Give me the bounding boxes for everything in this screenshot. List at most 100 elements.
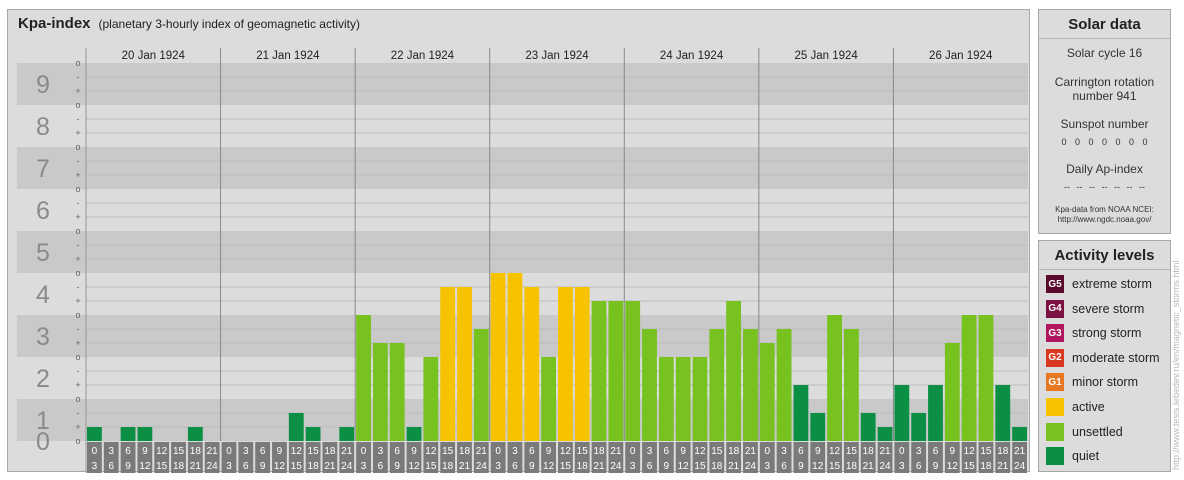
activity-level-label: severe storm <box>1072 301 1145 316</box>
hour-end-label: 18 <box>980 461 992 472</box>
hour-end-label: 3 <box>764 461 770 472</box>
hour-end-label: 6 <box>781 461 787 472</box>
hour-start-label: 12 <box>560 446 572 457</box>
hour-start-label: 0 <box>92 446 98 457</box>
kp-bar <box>473 328 489 441</box>
hour-end-label: 9 <box>798 461 804 472</box>
kp-bar <box>490 273 506 441</box>
activity-level-row: G4 severe storm <box>1046 299 1145 318</box>
y-subtick-label: o <box>75 310 80 320</box>
hour-box <box>894 442 910 473</box>
hour-end-label: 12 <box>947 461 959 472</box>
hour-end-label: 24 <box>476 461 488 472</box>
activity-level-label: strong storm <box>1072 326 1142 341</box>
kp-bar <box>524 286 540 441</box>
hour-box <box>692 442 708 473</box>
kp-bar <box>743 328 758 441</box>
hour-start-label: 6 <box>933 446 939 457</box>
kp-bar <box>457 286 472 441</box>
hour-box <box>154 442 170 473</box>
hour-end-label: 15 <box>425 461 437 472</box>
y-subtick-label: - <box>77 408 80 418</box>
activity-level-row: G3 strong storm <box>1046 324 1142 343</box>
hour-start-label: 15 <box>846 446 858 457</box>
activity-level-swatch: G5 <box>1046 275 1064 293</box>
kp-bar <box>995 385 1011 441</box>
hour-end-label: 9 <box>394 461 400 472</box>
activity-level-swatch: G4 <box>1046 299 1064 318</box>
y-subtick-label: o <box>75 352 80 362</box>
hour-end-label: 24 <box>610 461 622 472</box>
hour-box <box>238 442 254 473</box>
hour-end-label: 24 <box>745 461 757 472</box>
hour-end-label: 21 <box>190 461 202 472</box>
hour-box <box>490 442 506 473</box>
y-tick-label: 6 <box>36 197 50 225</box>
hour-end-label: 3 <box>899 461 905 472</box>
kp-index-panel: Kpa-index (planetary 3-hourly index of ge… <box>7 9 1030 473</box>
activity-level-swatch: G2 <box>1046 348 1064 367</box>
hour-box <box>204 442 220 473</box>
hour-start-label: 12 <box>291 446 303 457</box>
hour-start-label: 6 <box>664 446 670 457</box>
activity-levels-title: Activity levels <box>1054 247 1155 264</box>
hour-end-label: 21 <box>324 461 336 472</box>
y-subtick-label: - <box>77 282 80 292</box>
hour-box <box>877 442 893 473</box>
hour-box <box>87 442 102 473</box>
y-subtick-label: o <box>75 100 80 110</box>
y-subtick-label: + <box>75 212 80 222</box>
level-band <box>17 147 1028 189</box>
hour-start-label: 3 <box>781 446 787 457</box>
hour-end-label: 6 <box>512 461 518 472</box>
activity-level-label: active <box>1072 400 1105 414</box>
day-label: 21 Jan 1924 <box>256 50 320 62</box>
hour-start-label: 15 <box>577 446 589 457</box>
hour-end-label: 12 <box>408 461 420 472</box>
hour-start-label: 9 <box>411 446 417 457</box>
chart-title-text: Kpa-index <box>18 15 91 32</box>
solar-data-title: Solar data <box>1068 16 1141 33</box>
hour-box <box>221 442 237 473</box>
hour-start-label: 18 <box>863 446 875 457</box>
solar-divider <box>1039 38 1170 39</box>
y-subtick-label: + <box>75 380 80 390</box>
level-band <box>17 315 1028 357</box>
level-band <box>17 399 1028 441</box>
kp-bar <box>961 315 977 441</box>
kp-bar <box>810 412 826 441</box>
hour-box <box>961 442 977 473</box>
hour-end-label: 24 <box>207 461 219 472</box>
kp-index-chart: 0123456789o+o-+o-+o-+o-+o-+o-+o-+o-+o-20… <box>17 48 1028 473</box>
kp-bar <box>558 286 573 441</box>
day-header-bar <box>17 48 1028 63</box>
kp-bar <box>389 343 405 441</box>
hour-box <box>120 442 136 473</box>
kp-bar <box>423 357 439 441</box>
hour-start-label: 18 <box>324 446 336 457</box>
ap-index-values: -- -- -- -- -- -- -- <box>1064 182 1145 192</box>
hour-end-label: 3 <box>92 461 98 472</box>
hour-start-label: 0 <box>226 446 232 457</box>
activity-level-swatch <box>1046 447 1064 466</box>
hour-start-label: 0 <box>899 446 905 457</box>
hour-start-label: 9 <box>546 446 552 457</box>
y-tick-label: 3 <box>36 323 50 351</box>
hour-start-label: 6 <box>260 446 266 457</box>
hour-box <box>440 442 456 473</box>
hour-box <box>608 442 624 473</box>
hour-box <box>743 442 758 473</box>
hour-box <box>759 442 775 473</box>
day-label: 20 Jan 1924 <box>122 50 186 62</box>
hour-box <box>524 442 540 473</box>
data-source-line2: http://www.ngdc.noaa.gov/ <box>1057 215 1152 224</box>
level-band <box>17 357 1028 399</box>
hour-box <box>810 442 826 473</box>
hour-box <box>642 442 657 473</box>
hour-end-label: 24 <box>1014 461 1026 472</box>
activity-level-label: moderate storm <box>1072 350 1160 365</box>
kp-bar <box>877 427 893 441</box>
hour-box <box>558 442 573 473</box>
kp-bar <box>608 301 624 441</box>
hour-box <box>255 442 271 473</box>
